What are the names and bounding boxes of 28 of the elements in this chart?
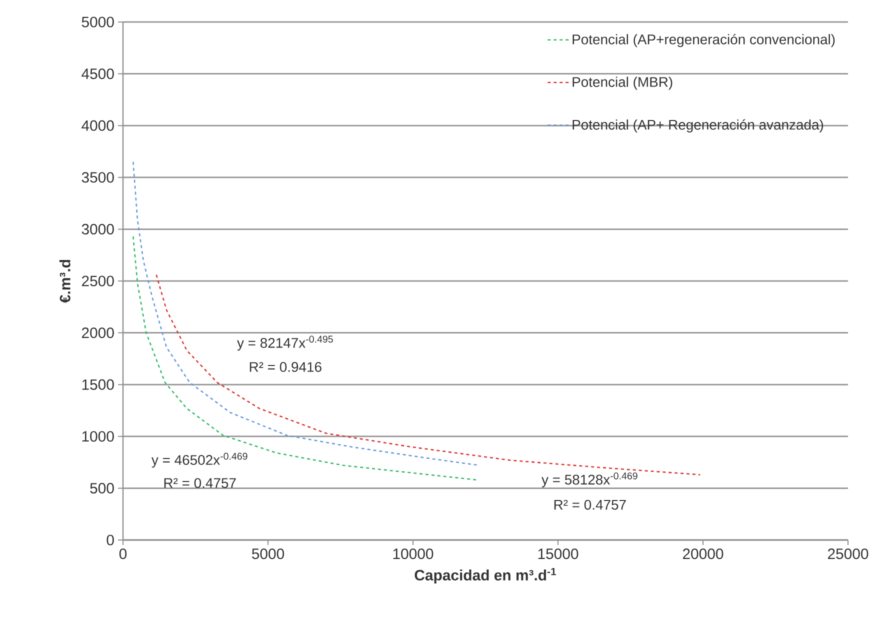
- y-tick-label: 0: [106, 534, 114, 546]
- y-tick-label: 1000: [82, 431, 114, 442]
- text: Capacidad en m³.d$^{-1}$: [414, 568, 556, 584]
- y-tick-label: 1500: [82, 379, 114, 390]
- y-tick-label: 5000: [82, 16, 114, 28]
- y-tick-label: 4500: [82, 68, 114, 80]
- y-tick-label: 2000: [82, 328, 114, 338]
- annotation: R² = 0.4757: [554, 500, 626, 510]
- legend-label: Potencial (MBR): [572, 76, 672, 90]
- annotation: R² = 0.4757: [164, 478, 236, 488]
- legend-label: Potencial (AP+ Regeneración avanzada): [572, 119, 824, 132]
- y-tick-label: 3000: [82, 224, 114, 234]
- x-tick-label: 0: [119, 548, 127, 560]
- x-tick-label: 10000: [393, 548, 434, 560]
- annotation: y = 58128x$^{-0.469}$: [542, 472, 638, 488]
- annotation: R² = 0.9416: [250, 362, 322, 372]
- y-tick-label: 4000: [82, 120, 114, 131]
- annotation: y = 82147x$^{-0.495}$: [237, 336, 333, 351]
- x-tick-label: 20000: [682, 548, 724, 560]
- annotation: y = 46502x$^{-0.469}$: [151, 452, 248, 468]
- x-tick-label: 5000: [252, 548, 284, 560]
- y-tick-label: 500: [90, 482, 114, 494]
- x-tick-label: 25000: [828, 548, 868, 560]
- y-axis-title: €.m³.d: [59, 260, 70, 303]
- y-tick-label: 3500: [82, 172, 114, 183]
- x-tick-label: 15000: [538, 548, 578, 560]
- legend-label: Potencial (AP+regeneración convencional): [572, 34, 835, 48]
- y-tick-label: 2500: [82, 276, 114, 286]
